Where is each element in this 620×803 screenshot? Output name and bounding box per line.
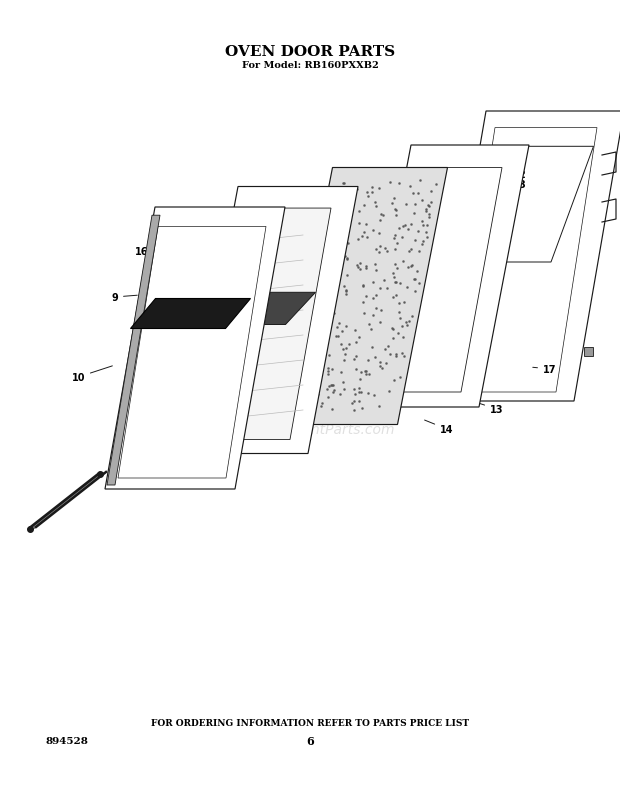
Polygon shape (221, 293, 316, 325)
Text: 1: 1 (503, 160, 525, 171)
Polygon shape (105, 208, 285, 489)
Text: 10: 10 (71, 366, 112, 382)
Text: 13: 13 (475, 402, 503, 414)
Text: 6: 6 (306, 736, 314, 747)
Text: 4: 4 (407, 195, 427, 206)
Polygon shape (436, 112, 620, 402)
Polygon shape (409, 199, 429, 228)
Polygon shape (188, 187, 358, 454)
Text: 894528: 894528 (45, 736, 89, 745)
Text: 16: 16 (135, 247, 161, 257)
Polygon shape (107, 216, 160, 485)
Text: 8: 8 (258, 237, 275, 247)
Polygon shape (361, 146, 529, 407)
Polygon shape (314, 213, 324, 263)
Text: 15: 15 (312, 200, 334, 213)
Polygon shape (206, 209, 331, 440)
Polygon shape (283, 169, 448, 425)
Text: 6: 6 (257, 217, 275, 226)
Polygon shape (379, 169, 502, 393)
Text: FOR ORDERING INFORMATION REFER TO PARTS PRICE LIST: FOR ORDERING INFORMATION REFER TO PARTS … (151, 719, 469, 728)
Text: 3: 3 (503, 180, 525, 190)
Text: eReplacementParts.com: eReplacementParts.com (225, 422, 395, 437)
Bar (584, 348, 593, 357)
Text: 2: 2 (503, 169, 525, 180)
Text: For Model: RB160PXXB2: For Model: RB160PXXB2 (242, 60, 378, 69)
Text: OVEN DOOR PARTS: OVEN DOOR PARTS (225, 45, 395, 59)
Text: 9: 9 (111, 292, 137, 303)
Text: 7: 7 (258, 226, 275, 237)
Polygon shape (130, 300, 250, 329)
Text: 14: 14 (425, 421, 453, 434)
Polygon shape (463, 147, 593, 263)
Text: 17: 17 (533, 365, 557, 374)
